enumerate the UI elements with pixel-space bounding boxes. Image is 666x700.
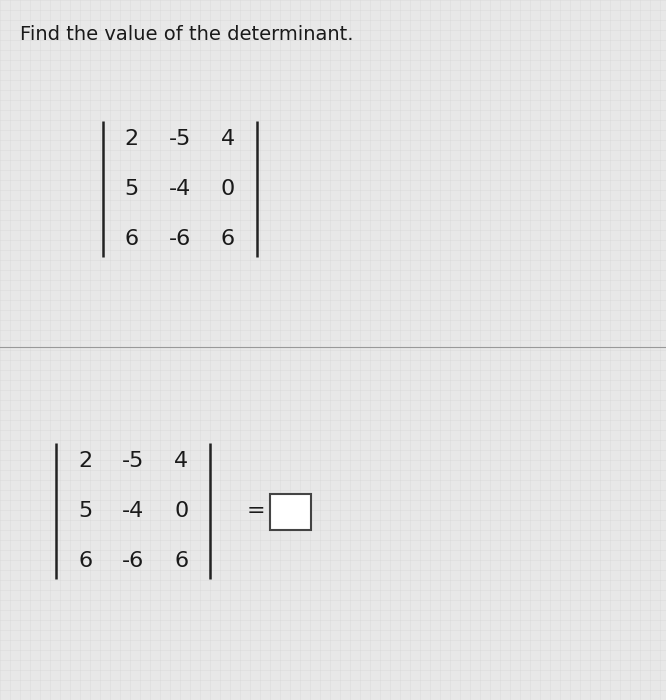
Text: 4: 4 bbox=[220, 129, 235, 148]
Text: 4: 4 bbox=[174, 451, 188, 470]
Text: 2: 2 bbox=[78, 451, 93, 470]
Text: =: = bbox=[247, 501, 266, 521]
Text: 6: 6 bbox=[125, 230, 139, 249]
Text: 0: 0 bbox=[174, 501, 188, 521]
Text: 6: 6 bbox=[220, 230, 235, 249]
Text: 2: 2 bbox=[125, 129, 139, 148]
Text: 5: 5 bbox=[125, 179, 139, 199]
Text: -6: -6 bbox=[168, 230, 191, 249]
Text: 6: 6 bbox=[174, 552, 188, 571]
Text: -6: -6 bbox=[122, 552, 145, 571]
Text: 5: 5 bbox=[78, 501, 93, 521]
Text: 0: 0 bbox=[220, 179, 235, 199]
Text: -5: -5 bbox=[168, 129, 191, 148]
Text: -5: -5 bbox=[122, 451, 145, 470]
Bar bbox=[270, 494, 311, 530]
Text: -4: -4 bbox=[122, 501, 145, 521]
Text: 6: 6 bbox=[78, 552, 93, 571]
Text: Find the value of the determinant.: Find the value of the determinant. bbox=[20, 25, 354, 43]
Text: -4: -4 bbox=[168, 179, 191, 199]
